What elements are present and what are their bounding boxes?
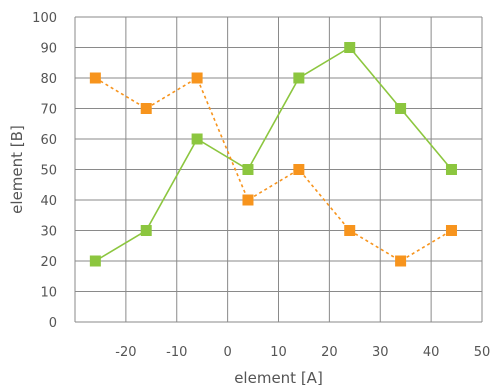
y-tick-label: 40 [40, 194, 57, 209]
series-2-line [94, 76, 452, 262]
series-1-point [191, 133, 203, 145]
x-tick-labels: -20 -10 0 10 20 30 40 50 [115, 345, 490, 360]
x-tick-label: 10 [270, 345, 287, 360]
series-2-point [293, 164, 305, 175]
series-2-point [344, 225, 356, 236]
series-1-line [94, 46, 453, 262]
y-tick-label: 80 [40, 72, 57, 87]
y-tick-label: 70 [40, 103, 57, 118]
series-1-point [293, 72, 305, 84]
y-tick-label: 10 [40, 286, 57, 301]
x-tick-label: -20 [115, 345, 136, 360]
x-tick-label: 30 [372, 345, 389, 360]
x-axis-title: element [A] [234, 369, 323, 387]
grid [74, 16, 483, 323]
series-1-point [344, 42, 356, 53]
series-2-point [89, 72, 101, 84]
y-axis-title: element [B] [8, 125, 26, 214]
series-1-point [89, 255, 101, 267]
x-tick-label: 20 [321, 345, 338, 360]
series-2-point [191, 72, 203, 84]
y-tick-label: 60 [40, 133, 57, 148]
y-tick-label: 30 [40, 225, 57, 240]
series-layer [89, 42, 457, 267]
series-1-point [140, 225, 152, 236]
series-2-point [242, 194, 254, 206]
x-tick-label: -10 [166, 345, 187, 360]
y-tick-label: 90 [40, 42, 57, 57]
y-tick-label: 50 [40, 164, 57, 179]
series-1-point [242, 164, 254, 175]
x-tick-label: 40 [423, 345, 440, 360]
x-tick-label: 0 [223, 345, 231, 360]
series-2-point [140, 103, 152, 114]
y-tick-label: 20 [40, 255, 57, 270]
series-2-point [395, 255, 407, 267]
y-tick-label: 0 [49, 316, 57, 331]
series-2-point [445, 225, 457, 236]
series-1-point [445, 164, 457, 175]
series-1-point [395, 103, 407, 114]
y-tick-label: 100 [32, 11, 57, 26]
y-tick-labels: 0 10 20 30 40 50 60 70 80 90 100 [32, 11, 57, 331]
x-tick-label: 50 [474, 345, 491, 360]
